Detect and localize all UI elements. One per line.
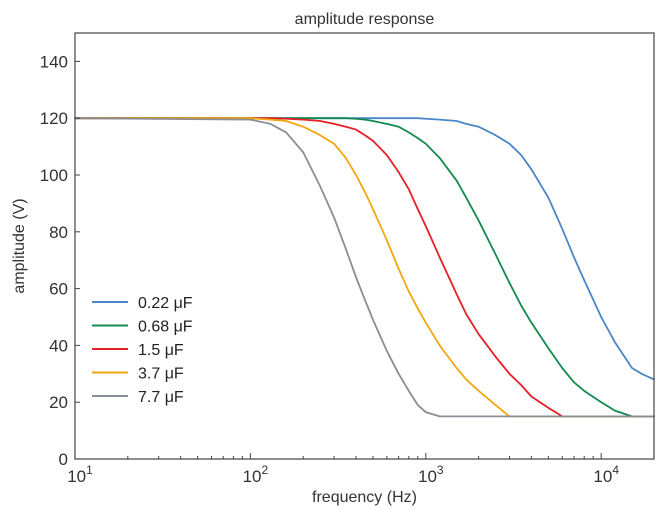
x-tick-label-base: 10 [418, 467, 437, 486]
x-tick-label: 101 [67, 463, 93, 486]
x-tick-label-exponent: 2 [262, 463, 269, 477]
legend-label-4: 3.7 μF [138, 366, 184, 383]
y-axis-label: amplitude (V) [11, 198, 28, 293]
y-tick-label: 80 [49, 223, 68, 242]
y-tick-label: 120 [40, 109, 68, 128]
y-tick-label: 140 [40, 52, 68, 71]
x-tick-label: 104 [593, 463, 619, 486]
legend: 0.22 μF 0.68 μF 1.5 μF 3.7 μF 7.7 μF [92, 295, 193, 406]
plot-frame [74, 32, 655, 460]
y-tick-label: 60 [49, 280, 68, 299]
legend-label-1: 0.22 μF [138, 295, 193, 312]
chart-title: amplitude response [295, 11, 435, 28]
legend-label-2: 0.68 μF [138, 319, 193, 336]
x-tick-label-base: 10 [67, 467, 86, 486]
y-axis-ticks: 0 20 40 60 80 100 120 140 [40, 52, 80, 469]
x-tick-label: 103 [418, 463, 444, 486]
plot-lines [74, 117, 655, 418]
legend-label-3: 1.5 μF [138, 342, 184, 359]
x-tick-label-exponent: 3 [437, 463, 444, 477]
y-tick-label: 40 [49, 336, 68, 355]
series-line-5 [74, 117, 655, 418]
series-line-2 [74, 117, 655, 418]
y-tick-label: 20 [49, 393, 68, 412]
y-tick-label: 100 [40, 166, 68, 185]
y-tick-label: 0 [59, 450, 68, 469]
x-tick-label-base: 10 [593, 467, 612, 486]
x-tick-label-exponent: 1 [86, 463, 93, 477]
x-axis-label: frequency (Hz) [312, 489, 417, 506]
legend-label-5: 7.7 μF [138, 389, 184, 406]
x-tick-label-exponent: 4 [612, 463, 619, 477]
x-axis-ticks: 101 102 103 104 [67, 453, 655, 486]
x-tick-label: 102 [243, 463, 269, 486]
x-tick-label-base: 10 [243, 467, 262, 486]
